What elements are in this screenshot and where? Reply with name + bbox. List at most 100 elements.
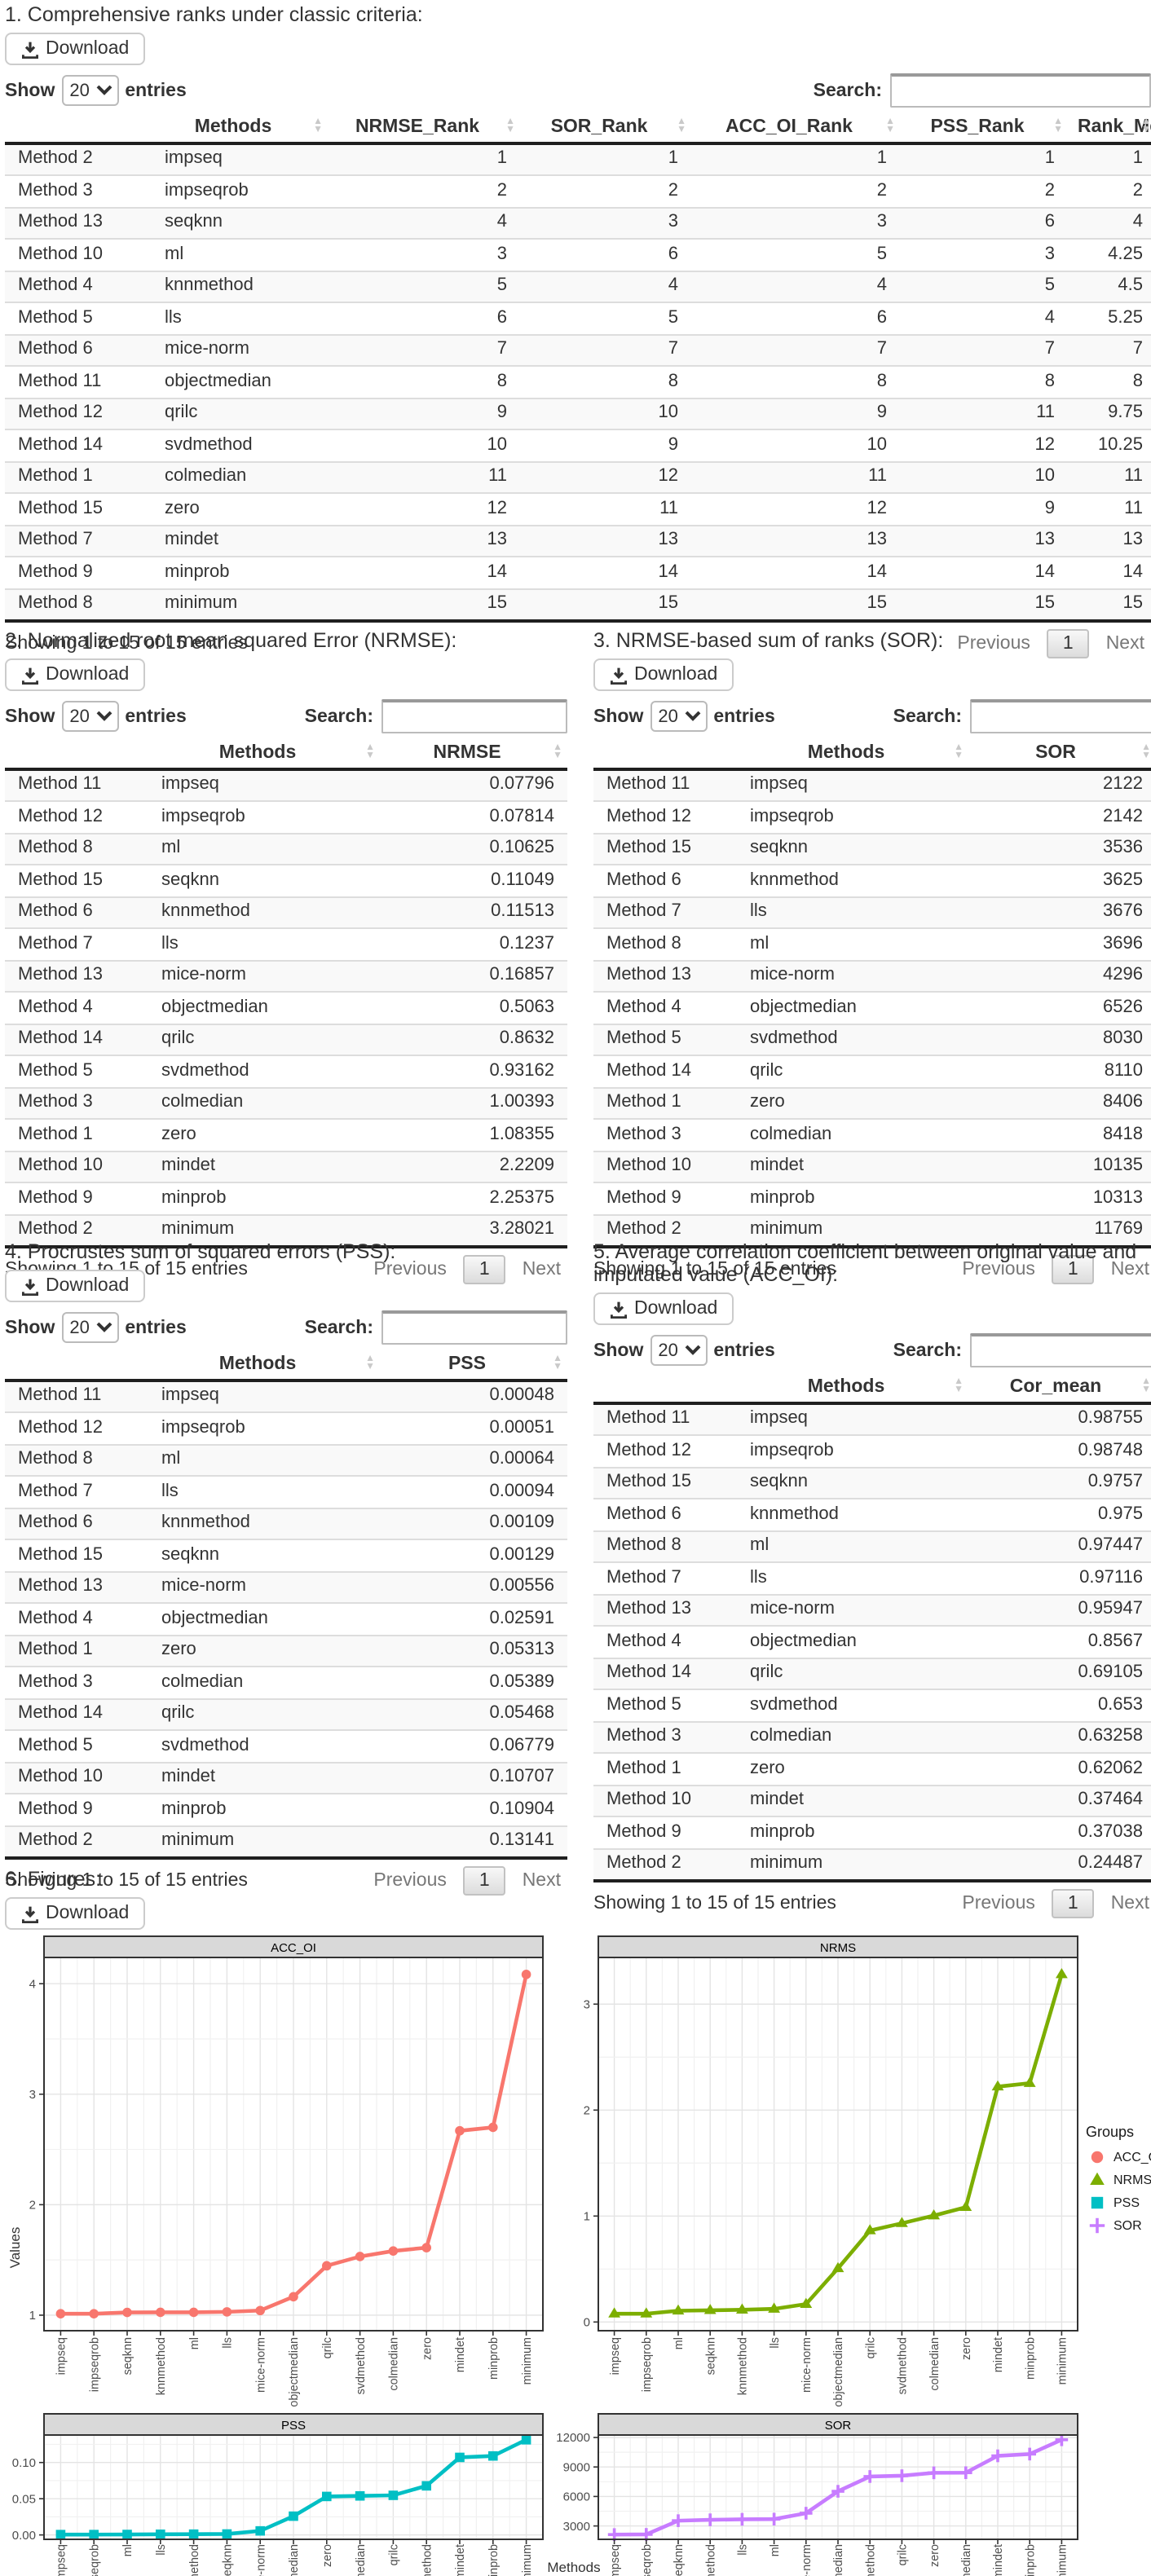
search-input[interactable] — [970, 1333, 1151, 1367]
table-row[interactable]: Method 9 minprob 2.25375 — [5, 1182, 567, 1214]
page-1-button[interactable]: 1 — [462, 1255, 506, 1284]
table-row[interactable]: Method 7 lls 0.00094 — [5, 1475, 567, 1508]
sort-icon[interactable]: ▲ ▼ — [677, 117, 686, 134]
table-row[interactable]: Method 1 zero 0.05313 — [5, 1634, 567, 1667]
sort-icon[interactable]: ▲ ▼ — [365, 742, 375, 760]
table-row[interactable]: Method 8 minimum 15 15 15 15 15 — [5, 588, 1151, 621]
table-row[interactable]: Method 15 seqknn 3536 — [593, 832, 1151, 865]
page-size-select[interactable]: 20 — [61, 701, 119, 732]
table-row[interactable]: Method 14 qrilc 0.8632 — [5, 1023, 567, 1055]
column-header[interactable]: NRMSE_Rank ▲ ▼ — [328, 112, 520, 144]
table-row[interactable]: Method 5 svdmethod 0.653 — [593, 1689, 1151, 1721]
table-row[interactable]: Method 6 knnmethod 3625 — [593, 864, 1151, 896]
sort-icon[interactable]: ▲ ▼ — [553, 742, 562, 760]
sort-icon[interactable]: ▲ ▼ — [954, 742, 964, 760]
sort-icon[interactable]: ▲ ▼ — [1141, 742, 1151, 760]
rowname-column-header[interactable] — [5, 1349, 148, 1381]
sort-icon[interactable]: ▲ ▼ — [313, 117, 323, 134]
table-row[interactable]: Method 12 impseqrob 2142 — [593, 800, 1151, 833]
table-row[interactable]: Method 9 minprob 10313 — [593, 1182, 1151, 1214]
table-row[interactable]: Method 4 objectmedian 0.5063 — [5, 991, 567, 1024]
table-row[interactable]: Method 2 impseq 1 1 1 1 1 — [5, 142, 1151, 175]
search-input[interactable] — [381, 699, 567, 733]
search-input[interactable] — [890, 73, 1151, 108]
page-size-select[interactable]: 20 — [61, 1312, 119, 1343]
column-header[interactable]: NRMSE ▲ ▼ — [380, 738, 567, 770]
search-input[interactable] — [381, 1310, 567, 1345]
sort-icon[interactable]: ▲ ▼ — [1141, 1376, 1151, 1394]
table-row[interactable]: Method 14 qrilc 0.69105 — [593, 1657, 1151, 1689]
column-header[interactable]: PSS_Rank ▲ ▼ — [900, 112, 1068, 144]
table-row[interactable]: Method 10 mindet 2.2209 — [5, 1150, 567, 1182]
table-row[interactable]: Method 5 svdmethod 0.93162 — [5, 1055, 567, 1087]
table-row[interactable]: Method 6 mice-norm 7 7 7 7 7 — [5, 333, 1151, 366]
download-button[interactable]: Download — [5, 658, 146, 691]
table-row[interactable]: Method 1 colmedian 11 12 11 10 11 — [5, 460, 1151, 493]
rowname-column-header[interactable] — [593, 738, 737, 770]
table-row[interactable]: Method 5 lls 6 5 6 4 5.25 — [5, 302, 1151, 334]
page-1-button[interactable]: 1 — [1046, 629, 1090, 658]
table-row[interactable]: Method 13 seqknn 4 3 3 6 4 — [5, 206, 1151, 239]
table-row[interactable]: Method 4 objectmedian 0.8567 — [593, 1625, 1151, 1658]
page-size-select[interactable]: 20 — [650, 701, 708, 732]
table-row[interactable]: Method 10 ml 3 6 5 3 4.25 — [5, 238, 1151, 271]
table-row[interactable]: Method 3 colmedian 0.63258 — [593, 1720, 1151, 1753]
download-button[interactable]: Download — [593, 658, 734, 691]
download-button[interactable]: Download — [593, 1292, 734, 1325]
page-1-button[interactable]: 1 — [1051, 1889, 1095, 1918]
table-row[interactable]: Method 4 knnmethod 5 4 4 5 4.5 — [5, 270, 1151, 302]
table-row[interactable]: Method 15 seqknn 0.9757 — [593, 1466, 1151, 1499]
column-header[interactable]: Methods ▲ ▼ — [737, 738, 968, 770]
table-row[interactable]: Method 14 qrilc 0.05468 — [5, 1698, 567, 1730]
table-row[interactable]: Method 10 mindet 0.37464 — [593, 1784, 1151, 1816]
rowname-column-header[interactable] — [5, 112, 152, 144]
page-1-button[interactable]: 1 — [462, 1866, 506, 1896]
sort-icon[interactable]: ▲ ▼ — [1053, 117, 1063, 134]
table-row[interactable]: Method 11 objectmedian 8 8 8 8 8 — [5, 365, 1151, 398]
table-row[interactable]: Method 3 impseqrob 2 2 2 2 2 — [5, 174, 1151, 207]
table-row[interactable]: Method 6 knnmethod 0.00109 — [5, 1507, 567, 1539]
table-row[interactable]: Method 3 colmedian 8418 — [593, 1118, 1151, 1151]
next-page-button[interactable]: Next — [1110, 1260, 1149, 1279]
table-row[interactable]: Method 13 mice-norm 0.00556 — [5, 1570, 567, 1603]
column-header[interactable]: SOR_Rank ▲ ▼ — [520, 112, 691, 144]
table-row[interactable]: Method 5 svdmethod 8030 — [593, 1023, 1151, 1055]
table-row[interactable]: Method 11 impseq 2122 — [593, 768, 1151, 801]
sort-icon[interactable]: ▲ ▼ — [1141, 117, 1151, 134]
table-row[interactable]: Method 13 mice-norm 0.16857 — [5, 959, 567, 992]
page-size-select[interactable]: 20 — [650, 1335, 708, 1366]
table-row[interactable]: Method 11 impseq 0.98755 — [593, 1402, 1151, 1435]
column-header[interactable]: Cor_mean ▲ ▼ — [968, 1372, 1151, 1404]
column-header[interactable]: PSS ▲ ▼ — [380, 1349, 567, 1381]
table-row[interactable]: Method 14 svdmethod 10 9 10 12 10.25 — [5, 429, 1151, 461]
next-page-button[interactable]: Next — [1105, 634, 1144, 654]
table-row[interactable]: Method 4 objectmedian 0.02591 — [5, 1602, 567, 1635]
table-row[interactable]: Method 11 impseq 0.07796 — [5, 768, 567, 801]
page-1-button[interactable]: 1 — [1051, 1255, 1095, 1284]
table-row[interactable]: Method 11 impseq 0.00048 — [5, 1379, 567, 1412]
sort-icon[interactable]: ▲ ▼ — [954, 1376, 964, 1394]
previous-page-button[interactable]: Previous — [373, 1260, 447, 1279]
table-row[interactable]: Method 12 impseqrob 0.00051 — [5, 1411, 567, 1444]
download-button[interactable]: Download — [5, 33, 146, 65]
table-row[interactable]: Method 1 zero 8406 — [593, 1086, 1151, 1119]
table-row[interactable]: Method 3 colmedian 1.00393 — [5, 1086, 567, 1119]
sort-icon[interactable]: ▲ ▼ — [365, 1354, 375, 1372]
table-row[interactable]: Method 9 minprob 0.37038 — [593, 1816, 1151, 1848]
column-header[interactable]: ACC_OI_Rank ▲ ▼ — [691, 112, 900, 144]
table-row[interactable]: Method 8 ml 0.10625 — [5, 832, 567, 865]
column-header[interactable]: Rank_Mean▲▼ — [1068, 112, 1151, 144]
next-page-button[interactable]: Next — [522, 1260, 561, 1279]
table-row[interactable]: Method 7 lls 0.97116 — [593, 1561, 1151, 1594]
table-row[interactable]: Method 15 seqknn 0.00129 — [5, 1539, 567, 1571]
column-header[interactable]: Methods ▲ ▼ — [148, 1349, 380, 1381]
next-page-button[interactable]: Next — [1110, 1894, 1149, 1913]
table-row[interactable]: Method 8 ml 0.00064 — [5, 1443, 567, 1476]
sort-icon[interactable]: ▲ ▼ — [505, 117, 515, 134]
table-row[interactable]: Method 12 impseqrob 0.98748 — [593, 1434, 1151, 1467]
table-row[interactable]: Method 7 lls 3676 — [593, 896, 1151, 928]
table-row[interactable]: Method 2 minimum 3.28021 — [5, 1213, 567, 1247]
table-row[interactable]: Method 12 qrilc 9 10 9 11 9.75 — [5, 397, 1151, 429]
table-row[interactable]: Method 7 lls 0.1237 — [5, 927, 567, 960]
column-header[interactable]: SOR ▲ ▼ — [968, 738, 1151, 770]
